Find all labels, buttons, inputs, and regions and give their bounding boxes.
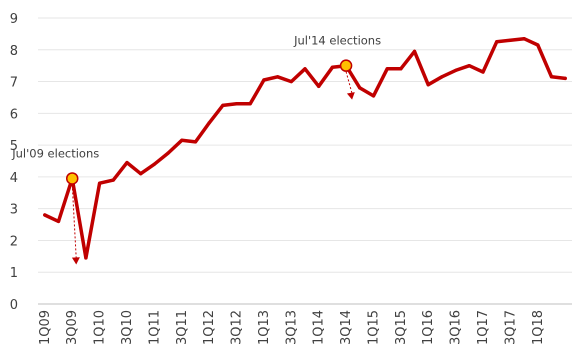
- annotation-arrow: [71, 184, 77, 259]
- x-tick-label: 3Q16: [449, 310, 464, 345]
- data-point: [508, 38, 512, 42]
- x-tick-label: 1Q11: [147, 310, 162, 345]
- series-layer: [43, 36, 567, 260]
- y-tick-label: 3: [10, 203, 18, 218]
- data-point: [481, 70, 485, 74]
- x-tick-label: 1Q09: [38, 310, 53, 345]
- x-tick-label: 1Q17: [476, 310, 491, 345]
- x-tick-label: 1Q16: [421, 310, 436, 345]
- y-tick-label: 0: [10, 298, 18, 313]
- data-point: [207, 121, 211, 125]
- y-tick-label: 9: [10, 12, 18, 27]
- x-tick-label: 1Q12: [202, 310, 217, 345]
- y-tick-label: 1: [10, 266, 18, 281]
- annotation-arrowhead: [346, 92, 355, 100]
- annotation-marker: [65, 172, 79, 185]
- data-point: [454, 68, 458, 73]
- data-point: [440, 75, 444, 79]
- data-point: [111, 178, 115, 182]
- y-axis-ticks: 0 1 2 3 4 5 6 7 8 9: [10, 12, 18, 313]
- x-tick-label: 1Q15: [366, 310, 381, 345]
- annotation-arrows: [71, 71, 355, 265]
- annotations-layer: Jul'09 elections Jul'14 elections: [11, 34, 381, 185]
- x-tick-label: 3Q13: [284, 310, 299, 345]
- data-point: [371, 94, 376, 98]
- data-point: [43, 213, 47, 217]
- data-point: [262, 78, 266, 82]
- y-tick-label: 4: [10, 171, 18, 186]
- data-point: [180, 138, 184, 142]
- series-line: [43, 36, 567, 260]
- data-point: [412, 49, 417, 53]
- data-point: [234, 102, 239, 106]
- y-tick-label: 6: [10, 107, 18, 122]
- x-tick-label: 3Q15: [394, 310, 409, 345]
- data-point: [399, 67, 403, 71]
- data-point: [536, 43, 540, 47]
- data-point: [426, 83, 430, 87]
- y-tick-label: 5: [10, 139, 18, 154]
- data-point: [549, 75, 554, 79]
- x-tick-label: 1Q10: [93, 310, 108, 345]
- x-axis-ticks: 1Q09 3Q09 1Q10 3Q10 1Q11 3Q11 1Q12 3Q12 1Q13 3Q13…: [38, 310, 546, 345]
- x-tick-label: 1Q14: [312, 310, 327, 345]
- x-tick-label: 3Q10: [120, 310, 135, 345]
- y-tick-label: 2: [10, 234, 18, 249]
- y-tick-label: 7: [10, 76, 18, 91]
- data-point: [98, 181, 102, 185]
- data-point: [563, 76, 567, 80]
- data-point: [289, 79, 293, 84]
- data-point: [193, 140, 198, 144]
- x-tick-label: 3Q17: [503, 310, 518, 345]
- data-point: [248, 102, 252, 106]
- data-point: [358, 86, 362, 90]
- y-tick-label: 8: [10, 44, 18, 59]
- x-tick-label: 3Q11: [175, 310, 190, 345]
- annotation-marker: [339, 59, 353, 72]
- annotation-jul14-elections: Jul'14 elections: [293, 34, 381, 48]
- gridlines: [38, 17, 572, 273]
- data-point: [522, 37, 526, 41]
- annotation-arrowhead: [71, 257, 80, 265]
- data-point: [166, 151, 170, 155]
- x-tick-label: 1Q18: [531, 310, 546, 345]
- x-tick-label: 3Q12: [230, 310, 245, 345]
- annotation-jul09-elections: Jul'09 elections: [11, 146, 99, 160]
- data-point: [495, 40, 499, 44]
- data-point: [276, 75, 280, 79]
- data-point: [317, 84, 321, 88]
- data-point: [385, 67, 389, 71]
- x-tick-label: 3Q09: [65, 310, 80, 345]
- x-tick-label: 3Q14: [339, 310, 354, 345]
- data-point: [221, 103, 225, 107]
- data-point: [152, 162, 156, 166]
- data-point: [125, 160, 129, 165]
- data-point: [330, 65, 334, 69]
- data-point: [139, 172, 143, 176]
- x-tick-label: 1Q13: [257, 310, 272, 345]
- data-point: [56, 219, 61, 223]
- data-point: [84, 256, 88, 260]
- data-point: [467, 64, 471, 68]
- data-point: [303, 67, 307, 71]
